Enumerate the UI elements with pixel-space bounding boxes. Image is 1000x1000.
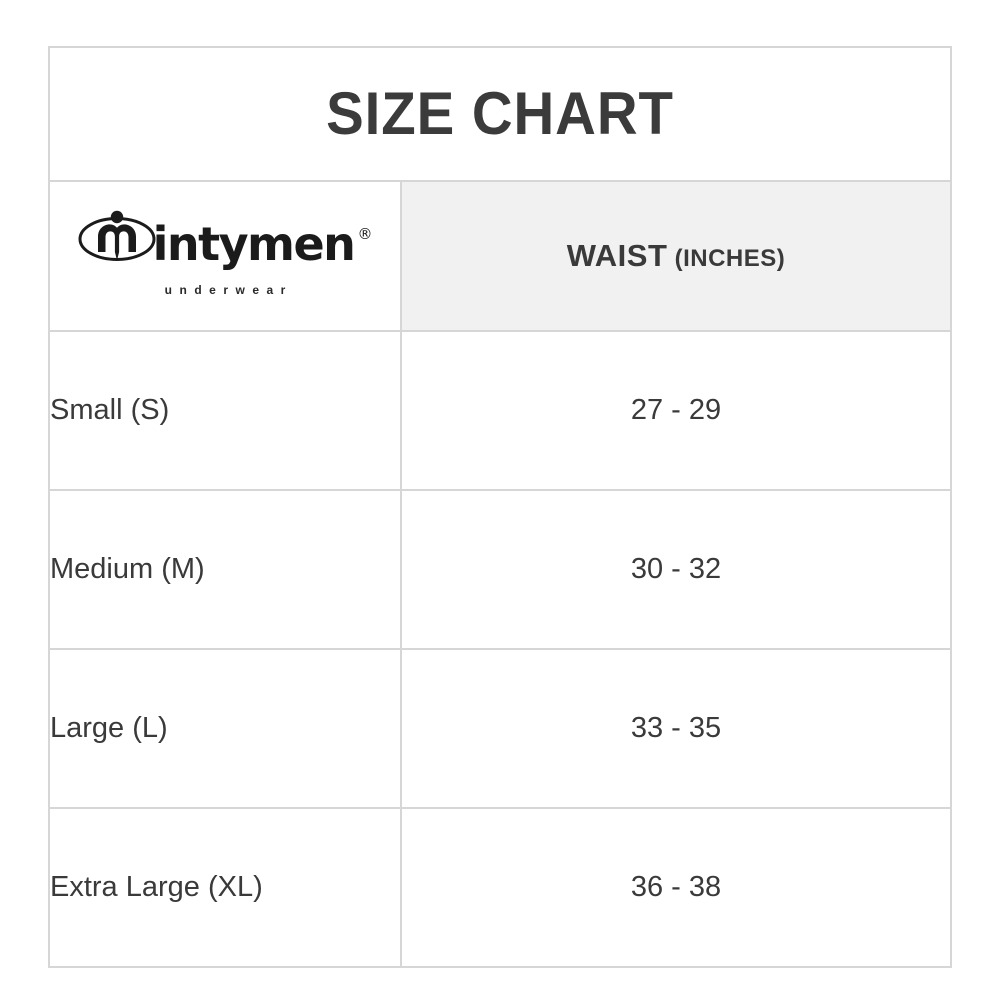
waist-value-cell: 27 - 29 [400, 330, 952, 491]
table-row: Small (S) 27 - 29 [48, 330, 952, 491]
waist-header-label: WAIST (INCHES) [567, 238, 786, 273]
brand-tagline: underwear [164, 282, 293, 297]
page-title: SIZE CHART [326, 80, 674, 147]
size-label-cell: Extra Large (XL) [48, 807, 402, 968]
waist-header-main: WAIST [566, 238, 668, 273]
waist-header-unit [667, 245, 674, 272]
brand-lockup: intymen ® underwear [78, 208, 373, 297]
title-row: SIZE CHART [48, 46, 952, 182]
table-row: Large (L) 33 - 35 [48, 648, 952, 809]
waist-header-cell: WAIST (INCHES) [400, 180, 952, 332]
size-chart-table: SIZE CHART [48, 46, 952, 968]
size-label-cell: Large (L) [48, 648, 402, 809]
table-row: Extra Large (XL) 36 - 38 [48, 807, 952, 968]
mintymen-figure-mark-icon [78, 208, 156, 268]
size-label-cell: Small (S) [48, 330, 402, 491]
registered-trademark-icon: ® [357, 224, 373, 243]
waist-value-cell: 33 - 35 [400, 648, 952, 809]
brand-wordmark: intymen [152, 216, 356, 271]
waist-value-cell: 36 - 38 [400, 807, 952, 968]
waist-value-cell: 30 - 32 [400, 489, 952, 650]
brand-mark-row: intymen ® [78, 208, 373, 271]
table-row: Medium (M) 30 - 32 [48, 489, 952, 650]
title-cell: SIZE CHART [48, 46, 952, 182]
waist-header-unit-text: (INCHES) [674, 245, 786, 272]
size-label-cell: Medium (M) [48, 489, 402, 650]
brand-logo-cell: intymen ® underwear [48, 180, 402, 332]
table-header-row: intymen ® underwear WAIST (INCHES) [48, 180, 952, 332]
